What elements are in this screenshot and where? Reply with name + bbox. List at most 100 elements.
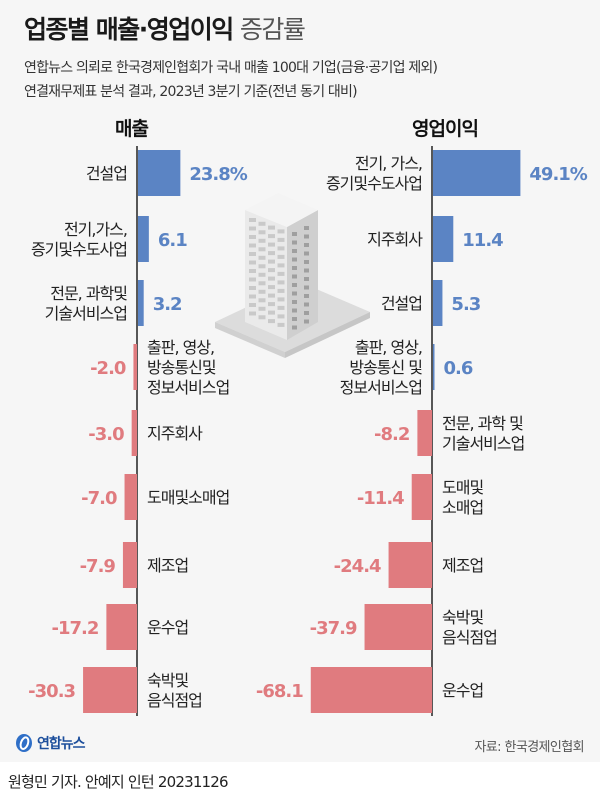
- title-light: 증감률: [239, 15, 306, 44]
- window: [258, 289, 266, 294]
- profit-bar: [388, 542, 432, 588]
- sales-bar: [131, 410, 137, 456]
- sales-value-label: -3.0: [88, 424, 124, 445]
- window: [268, 268, 275, 273]
- source-note: 자료: 한국경제인협회: [474, 740, 584, 755]
- building-base-edge-right: [285, 312, 370, 358]
- window: [258, 306, 266, 311]
- window: [277, 246, 285, 251]
- window: [292, 232, 297, 236]
- profit-category-label: 건설업: [381, 294, 422, 313]
- credit-line: 원형민 기자. 안예지 인턴 20231126: [8, 773, 229, 791]
- sales-value-label: -30.3: [28, 681, 75, 702]
- window: [258, 281, 266, 286]
- window: [258, 247, 266, 252]
- window: [292, 283, 297, 287]
- window: [292, 240, 297, 245]
- yonhap-logo: 연합뉴스: [14, 733, 86, 753]
- profit-category-label: 운수업: [442, 681, 483, 700]
- profit-bar: [411, 474, 432, 520]
- window: [249, 277, 256, 282]
- window: [249, 294, 256, 299]
- building-roof: [245, 193, 318, 227]
- sales-value-label: -17.2: [51, 618, 98, 639]
- window: [304, 243, 309, 247]
- window: [304, 268, 309, 273]
- title-bold: 업종별 매출·영업이익: [24, 15, 234, 44]
- window: [258, 298, 266, 303]
- window: [268, 302, 275, 307]
- window: [249, 235, 256, 239]
- window: [268, 310, 275, 315]
- sales-category-label: 지주회사: [147, 424, 203, 443]
- window: [277, 297, 285, 302]
- profit-value-label: 49.1%: [529, 164, 587, 185]
- window: [258, 272, 266, 277]
- sales-category-label: 제조업: [147, 556, 188, 575]
- window: [304, 260, 309, 264]
- sales-chart: 23.8% 건설업 6.1 전기,가스, 증기및수도사업 3.2 전문, 과학및 기술서비스업…: [28, 146, 249, 716]
- window: [249, 243, 256, 248]
- window: [304, 311, 309, 315]
- profit-bar: [433, 216, 454, 262]
- window: [268, 259, 275, 264]
- logo-text: 연합뉴스: [37, 736, 86, 752]
- window: [249, 252, 256, 256]
- window: [268, 319, 275, 324]
- window: [292, 300, 297, 304]
- profit-bar: [310, 667, 432, 713]
- window: [277, 263, 285, 268]
- sales-category-label: 운수업: [147, 618, 188, 637]
- profit-value-label: -68.1: [256, 681, 303, 702]
- profit-bar: [433, 280, 443, 326]
- profit-value-label: -24.4: [334, 556, 381, 577]
- building-illustration: [215, 193, 370, 358]
- window: [258, 255, 266, 260]
- window: [292, 257, 297, 262]
- sales-category-label: 도매및소매업: [147, 488, 229, 507]
- window: [277, 229, 285, 234]
- window: [292, 266, 297, 270]
- window: [277, 322, 285, 327]
- window: [304, 226, 309, 230]
- sales-category-label: 건설업: [86, 164, 127, 183]
- sales-value-label: -2.0: [90, 358, 126, 379]
- chart-canvas: 23.8% 건설업 6.1 전기,가스, 증기및수도사업 3.2 전문, 과학및 기술서비스업…: [28, 146, 589, 716]
- building-windows: [249, 218, 309, 330]
- profit-bar: [417, 410, 432, 456]
- window: [292, 325, 297, 330]
- profit-value-label: 5.3: [451, 294, 480, 315]
- window: [304, 294, 309, 298]
- sales-value-label: 6.1: [158, 230, 187, 251]
- window: [277, 271, 285, 276]
- window: [258, 221, 266, 226]
- window: [249, 303, 256, 307]
- sales-value-label: 3.2: [153, 294, 182, 315]
- window: [277, 288, 285, 293]
- sales-bar: [138, 280, 144, 326]
- window: [292, 274, 297, 279]
- profit-category-label: 전기, 가스, 증기및수도사업: [326, 154, 422, 193]
- sales-value-label: -7.9: [80, 556, 116, 577]
- subtitle-line-1: 연합뉴스 의뢰로 한국경제인협회가 국내 매출 100대 기업(금융·공기업 제…: [24, 60, 438, 76]
- profit-category-label: 제조업: [442, 556, 483, 575]
- window: [249, 286, 256, 290]
- profit-value-label: -37.9: [310, 618, 357, 639]
- window: [249, 260, 256, 265]
- profit-bar: [433, 150, 521, 196]
- window: [268, 276, 275, 281]
- window: [304, 234, 309, 239]
- window: [277, 305, 285, 310]
- sales-category-label: 숙박및 음식점업: [147, 671, 202, 710]
- subtitle-line-2: 연결재무제표 분석 결과, 2023년 3분기 기준(전년 동기 대비): [24, 84, 358, 100]
- building-side: [287, 210, 318, 340]
- infographic-panel: [0, 0, 600, 762]
- window: [277, 237, 285, 242]
- window: [304, 285, 309, 290]
- building-front: [245, 210, 287, 340]
- page-title: 업종별 매출·영업이익 증감률: [24, 10, 306, 46]
- profit-category-label: 전문, 과학 및 기술서비스업: [442, 414, 524, 453]
- window: [292, 249, 297, 253]
- profit-category-label: 숙박및 음식점업: [442, 608, 497, 647]
- window: [268, 242, 275, 247]
